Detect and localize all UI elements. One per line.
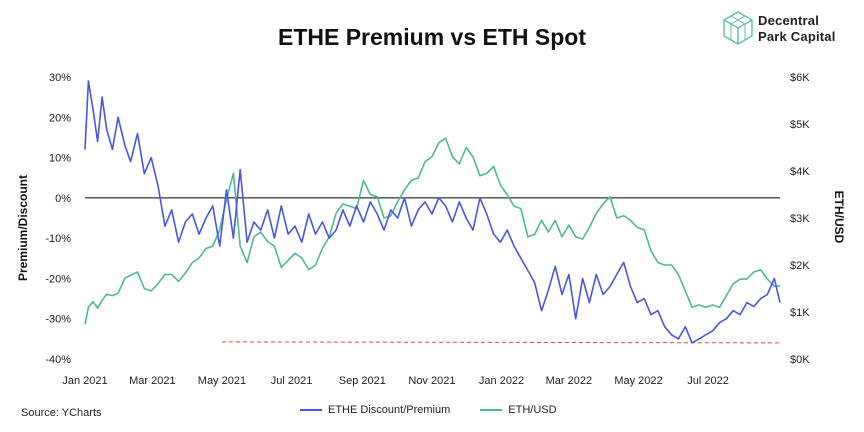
x-tick-label: Nov 2021 <box>408 375 455 387</box>
x-tick-label: Mar 2021 <box>129 375 175 387</box>
brand-name-line2: Park Capital <box>758 29 836 44</box>
series-line-eth <box>84 137 780 325</box>
x-tick-label: Sep 2021 <box>339 375 386 387</box>
y-axis-label-right: ETH/USD <box>832 191 846 244</box>
x-tick-label: Jan 2021 <box>62 375 107 387</box>
series-line-premium <box>84 80 781 344</box>
x-tick-label: Jan 2022 <box>479 375 524 387</box>
right-tick-label: $5K <box>790 119 810 131</box>
x-axis-ticks: Jan 2021 Mar 2021 May 2021 Jul 2021 Sep 2021… <box>62 375 729 387</box>
series-layer <box>84 80 781 344</box>
right-tick-label: $3K <box>790 213 810 225</box>
left-tick-label: 20% <box>49 112 71 124</box>
right-tick-label: $2K <box>790 260 810 272</box>
right-tick-label: $1K <box>790 307 810 319</box>
right-tick-label: $0K <box>790 354 810 366</box>
source-note: Source: YCharts <box>21 407 102 419</box>
left-axis-ticks: 30% 20% 10% 0% -10% -20% -30% -40% <box>45 72 71 366</box>
left-tick-label: 10% <box>49 153 71 165</box>
x-tick-label: Jul 2022 <box>687 375 729 387</box>
legend-label-eth: ETH/USD <box>508 404 557 416</box>
legend-item-premium: ETHE Discount/Premium <box>300 404 450 416</box>
right-tick-label: $4K <box>790 166 810 178</box>
x-tick-label: Mar 2022 <box>546 375 592 387</box>
right-axis-ticks: $6K $5K $4K $3K $2K $1K $0K <box>790 72 810 366</box>
legend: ETHE Discount/Premium ETH/USD <box>300 404 587 416</box>
brand-logo: Decentral Park Capital <box>722 10 862 50</box>
left-tick-label: -10% <box>45 233 71 245</box>
left-tick-label: -30% <box>45 314 71 326</box>
left-tick-label: -40% <box>45 354 71 366</box>
left-tick-label: 0% <box>55 193 71 205</box>
legend-item-eth: ETH/USD <box>480 404 557 416</box>
brand-name-line1: Decentral <box>758 13 820 28</box>
legend-swatch-eth <box>480 409 503 411</box>
threshold-line <box>221 341 781 344</box>
x-tick-label: May 2021 <box>198 375 246 387</box>
legend-swatch-premium <box>300 409 322 411</box>
y-axis-label-left: Premium/Discount <box>16 175 30 281</box>
x-tick-label: Jul 2021 <box>271 375 313 387</box>
cube-icon <box>723 11 753 45</box>
chart-title: ETHE Premium vs ETH Spot <box>277 24 586 50</box>
left-tick-label: -20% <box>45 273 71 285</box>
left-tick-label: 30% <box>49 72 71 84</box>
x-tick-label: May 2022 <box>614 375 662 387</box>
right-tick-label: $6K <box>790 72 810 84</box>
legend-label-premium: ETHE Discount/Premium <box>328 404 451 416</box>
